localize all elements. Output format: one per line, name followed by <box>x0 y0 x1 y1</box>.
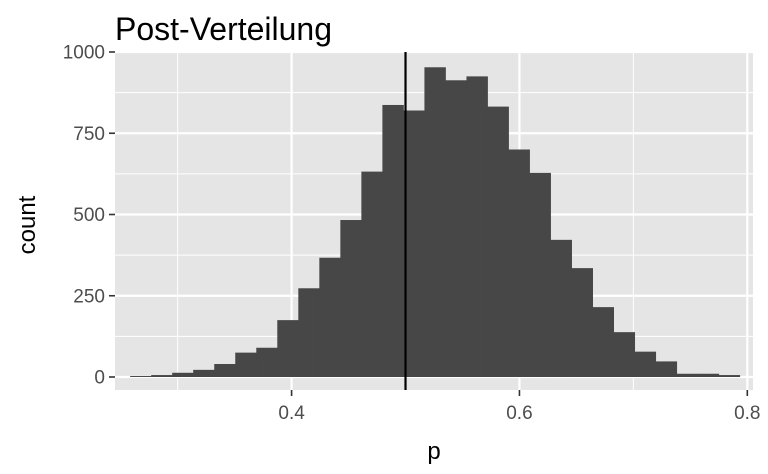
histogram-bar <box>277 320 299 377</box>
histogram-bar <box>298 288 320 377</box>
histogram-bar <box>172 372 194 377</box>
y-axis: 0 250 500 750 1000 <box>63 43 115 389</box>
histogram-bar <box>382 104 404 377</box>
histogram-bar <box>571 268 593 377</box>
x-tick-label: 0.8 <box>734 403 760 424</box>
histogram-bar <box>592 307 615 377</box>
histogram-bar <box>361 171 383 377</box>
x-axis-title: p <box>427 438 440 465</box>
histogram-bar <box>130 376 152 377</box>
histogram-bars <box>130 67 741 378</box>
histogram-bar <box>508 149 530 377</box>
y-tick-label: 1000 <box>63 43 105 64</box>
histogram-bar <box>718 375 741 377</box>
histogram-bar <box>487 106 509 377</box>
histogram-bar <box>193 369 215 377</box>
y-tick-label: 0 <box>94 368 105 389</box>
chart-title: Post-Verteilung <box>115 11 332 47</box>
histogram-bar <box>319 257 341 377</box>
histogram-bar <box>256 347 278 377</box>
y-tick-label: 750 <box>73 124 105 145</box>
y-axis-title: count <box>14 195 41 254</box>
histogram-bar <box>550 239 572 377</box>
histogram-bar <box>424 67 446 378</box>
histogram-bar <box>403 110 425 377</box>
histogram-bar <box>235 352 257 377</box>
x-axis: 0.4 0.6 0.8 <box>278 390 761 424</box>
histogram-bar <box>151 375 173 377</box>
histogram-bar <box>634 351 657 377</box>
histogram-bar <box>655 361 678 377</box>
y-tick-label: 250 <box>73 286 105 307</box>
y-tick-label: 500 <box>73 205 105 226</box>
histogram-bar <box>214 364 236 377</box>
histogram-bar <box>676 373 699 377</box>
x-tick-label: 0.6 <box>506 403 532 424</box>
histogram-bar <box>340 220 362 377</box>
histogram-bar <box>445 80 467 378</box>
x-tick-label: 0.4 <box>278 403 305 424</box>
histogram-bar <box>529 172 551 377</box>
histogram-bar <box>613 332 636 377</box>
histogram-bar <box>466 76 488 377</box>
histogram-bar <box>697 373 720 377</box>
